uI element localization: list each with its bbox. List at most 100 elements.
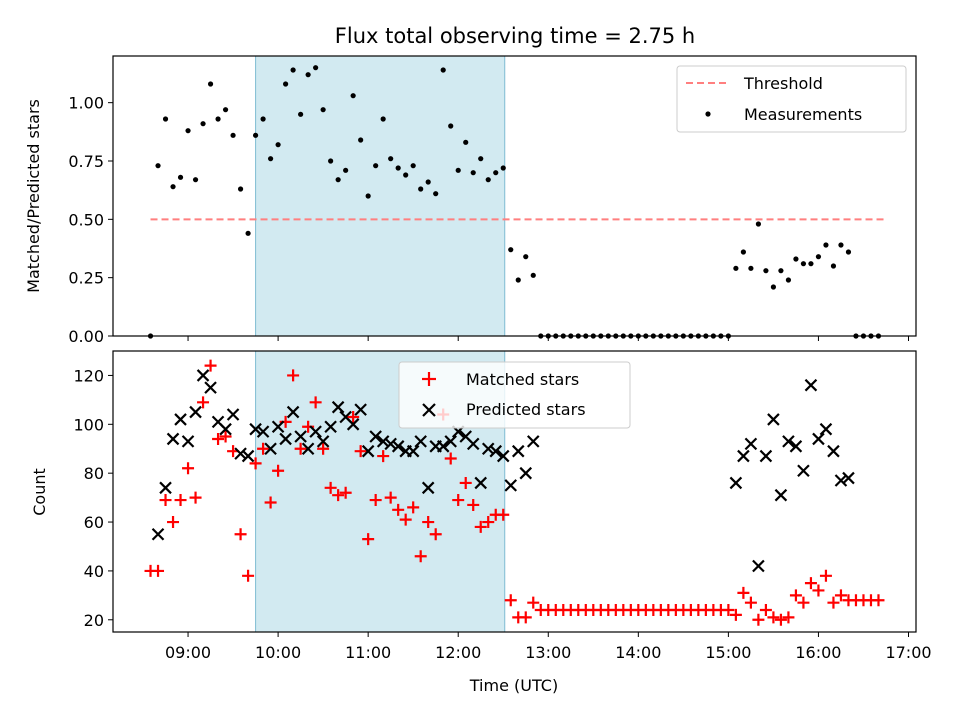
x-tick-label: 10:00 — [255, 643, 301, 662]
predicted-star-point — [376, 435, 390, 448]
matched-star-point — [407, 501, 420, 514]
measurement-point — [320, 107, 326, 113]
measurement-point — [530, 272, 536, 278]
matched-star-point — [354, 445, 367, 458]
matched-star-point — [264, 496, 277, 509]
matched-star-point — [257, 442, 270, 455]
measurements-legend-swatch — [705, 111, 711, 117]
predicted-star-point — [151, 527, 165, 541]
matched-star-point — [369, 494, 382, 507]
measurement-point — [358, 137, 364, 143]
matched-star-point — [294, 442, 307, 455]
predicted-star-point — [226, 408, 240, 421]
measurement-point — [770, 284, 777, 290]
measurement-point — [380, 116, 386, 122]
measurement-point — [177, 174, 184, 180]
matched-star-point — [467, 498, 480, 511]
y-tick-label: 0.25 — [68, 269, 104, 288]
y-tick-label: 100 — [73, 415, 104, 434]
matched-star-point — [444, 452, 457, 465]
measurement-point — [410, 163, 416, 169]
matched-legend-swatch — [422, 372, 436, 386]
matched-star-point — [834, 589, 847, 602]
predicted-star-point — [361, 444, 375, 458]
measurement-point — [230, 132, 236, 138]
predicted-star-point — [834, 474, 848, 487]
matched-star-point — [384, 491, 397, 504]
predicted-star-point — [481, 442, 495, 456]
matched-star-point — [362, 533, 375, 546]
matched-star-point — [519, 611, 532, 624]
predicted-star-point — [354, 403, 367, 416]
measurement-point — [290, 67, 296, 73]
measurement-point — [283, 81, 289, 87]
matched-star-point — [482, 516, 495, 529]
matched-star-point — [804, 577, 817, 590]
measurement-point — [335, 177, 341, 183]
predicted-star-point — [279, 432, 292, 446]
predicted-star-point — [489, 444, 503, 458]
measurement-point — [185, 128, 191, 134]
measurement-point — [523, 254, 529, 260]
matched-star-point — [272, 464, 285, 477]
measurement-point — [260, 116, 266, 122]
measurement-point — [763, 268, 769, 274]
measurement-point — [395, 165, 401, 171]
matched-star-point — [392, 503, 405, 516]
measurement-point — [388, 156, 394, 162]
predicted-star-point — [174, 413, 187, 426]
count-legend: Matched stars Predicted stars — [398, 361, 631, 429]
predicted-star-point — [196, 369, 210, 382]
matched-star-point — [182, 462, 195, 475]
x-tick-label: 11:00 — [345, 643, 391, 662]
measurement-point — [328, 158, 334, 164]
matched-star-point — [347, 410, 360, 423]
matched-star-point — [339, 486, 352, 499]
predicted-star-point — [256, 425, 270, 438]
measurement-point — [313, 65, 319, 71]
predicted-star-point — [842, 471, 855, 485]
predicted-star-point — [752, 559, 765, 573]
matched-star-point — [152, 564, 165, 577]
predicted-star-point — [189, 405, 202, 419]
ratio-legend-box — [676, 65, 907, 133]
predicted-star-point — [474, 476, 488, 490]
predicted-star-point — [511, 444, 525, 458]
predicted-star-point — [241, 449, 255, 463]
matched-star-point — [249, 457, 262, 470]
predicted-star-point — [767, 413, 780, 426]
x-tick-label: 09:00 — [165, 643, 211, 662]
measurement-point — [800, 261, 807, 267]
matched-star-point — [324, 481, 337, 494]
count-panel-frame — [112, 350, 917, 633]
measurement-point — [500, 165, 506, 171]
matched-star-point — [159, 494, 172, 507]
predicted-star-point — [504, 479, 518, 492]
count-panel: 20 40 60 80 100 120 09:00 10:00 11:00 12:00 13:00… — [30, 350, 932, 695]
matched-star-point — [819, 569, 832, 582]
ratio-panel: 0.00 0.25 0.50 0.75 1.00 Matched/Predicted s… — [24, 55, 917, 346]
x-tick-label: 14:00 — [615, 643, 661, 662]
x-tick-label: 13:00 — [525, 643, 571, 662]
matched-star-point — [774, 613, 787, 626]
measurement-point — [448, 123, 454, 129]
predicted-star-point — [737, 449, 750, 463]
measurement-point — [350, 93, 356, 99]
matched-star-point — [287, 369, 300, 382]
measurement-point — [778, 268, 784, 274]
count-panel-xlabel: Time (UTC) — [469, 676, 558, 695]
measurement-point — [440, 67, 446, 73]
predicted-star-point — [159, 481, 172, 495]
matched-star-point — [399, 513, 412, 526]
measurement-point — [455, 167, 461, 173]
y-tick-label: 120 — [73, 366, 104, 385]
matched-star-point — [197, 396, 210, 409]
measurement-point — [470, 170, 476, 176]
matched-star-point — [782, 611, 795, 624]
matched-star-point — [309, 396, 322, 409]
matched-star-point — [189, 491, 202, 504]
measurement-point — [192, 177, 199, 183]
measurement-point — [733, 265, 739, 271]
predicted-star-point — [324, 420, 337, 434]
